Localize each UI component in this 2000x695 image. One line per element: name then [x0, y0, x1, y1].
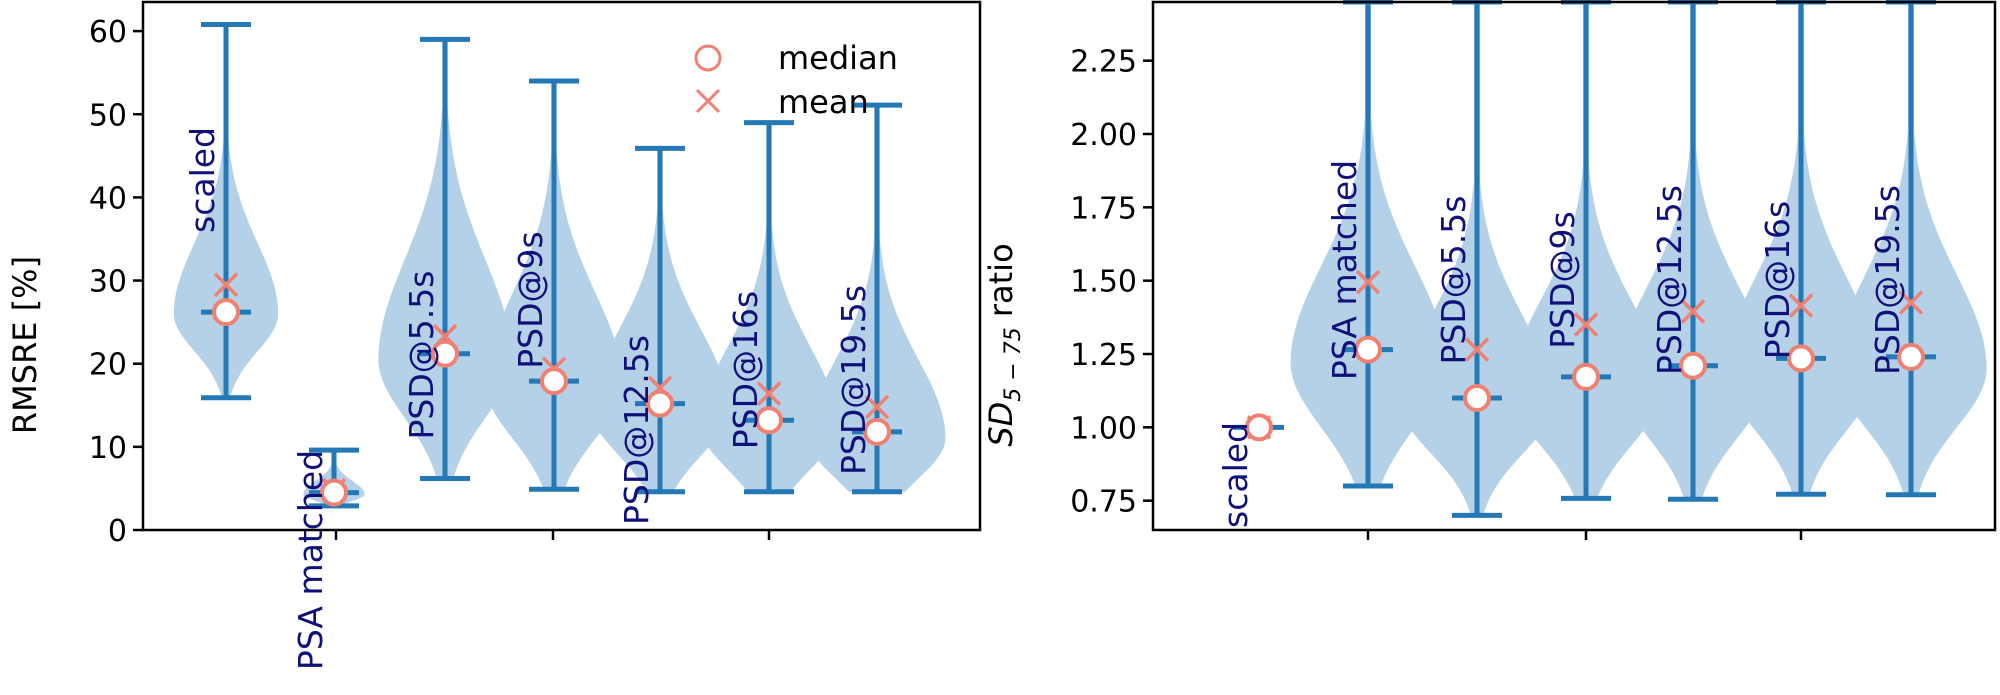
- category-label: PSD@5.5s: [1434, 196, 1473, 365]
- category-label: PSD@19.5s: [1868, 185, 1907, 375]
- category-label: PSD@12.5s: [617, 335, 656, 525]
- y-tick-label: 2.25: [1070, 45, 1137, 80]
- mean-marker: [1898, 290, 1924, 315]
- median-marker: [320, 478, 348, 507]
- legend: median mean: [694, 39, 898, 121]
- y-tick-label: 50: [89, 98, 127, 133]
- category-label: PSA matched: [291, 450, 330, 670]
- median-marker: [646, 389, 674, 418]
- median-marker: [1897, 342, 1925, 371]
- right-y-axis-label: SD5 − 75 ratio: [982, 243, 1026, 446]
- median-marker: [1354, 335, 1382, 364]
- y-tick-label: 40: [89, 181, 127, 216]
- median-marker: [755, 406, 783, 435]
- y-tick-label: 1.00: [1070, 411, 1137, 446]
- right-y-axis-label-sub: 5 − 75: [1001, 327, 1026, 401]
- legend-mean-label: mean: [778, 83, 869, 121]
- category-label: PSD@9s: [511, 231, 550, 368]
- mean-marker: [1680, 299, 1706, 324]
- median-marker: [212, 298, 240, 327]
- category-label: PSD@16s: [726, 291, 765, 449]
- right-y-axis-label-rest: ratio: [982, 243, 1020, 327]
- category-label: scaled: [1216, 422, 1255, 528]
- legend-median-marker: [694, 44, 722, 72]
- sd-ratio-panel: scaled PSA matched PSD@5.5s PSD@9s PSD@12.5s…: [1070, 0, 1997, 540]
- median-marker: [1572, 362, 1600, 391]
- y-tick-label: 60: [89, 15, 127, 50]
- left-y-axis-label: RMSRE [%]: [6, 256, 44, 434]
- mean-marker: [1464, 337, 1490, 362]
- median-marker: [540, 367, 568, 396]
- mean-marker: [213, 272, 239, 297]
- median-marker: [1679, 351, 1707, 380]
- mean-marker: [756, 381, 782, 406]
- y-tick-label: 0.75: [1070, 485, 1137, 520]
- y-tick-label: 20: [89, 348, 127, 383]
- median-marker: [863, 417, 891, 446]
- category-label: PSD@19.5s: [834, 285, 873, 475]
- y-tick-label: 1.50: [1070, 265, 1137, 300]
- mean-marker: [1788, 293, 1814, 318]
- legend-median-label: median: [778, 39, 898, 77]
- legend-mean-marker: [695, 88, 721, 114]
- y-tick-label: 1.25: [1070, 338, 1137, 373]
- mean-marker: [1573, 312, 1599, 337]
- rmsre-panel: scaled PSA matched PSD@5.5s PSD@9s PSD@12.5s…: [89, 0, 982, 670]
- median-marker: [1787, 344, 1815, 373]
- category-label: PSD@16s: [1758, 201, 1797, 359]
- category-label: PSD@9s: [1543, 211, 1582, 348]
- median-marker: [1463, 384, 1491, 412]
- y-tick-label: 2.00: [1070, 118, 1137, 153]
- y-tick-label: 1.75: [1070, 191, 1137, 226]
- median-marker: [1245, 413, 1273, 442]
- y-tick-label: 0: [108, 514, 127, 549]
- y-tick-label: 10: [89, 431, 127, 466]
- mean-marker: [1355, 269, 1381, 295]
- category-label: PSD@5.5s: [402, 271, 441, 440]
- category-label: scaled: [183, 127, 222, 233]
- right-y-axis-label-main: SD: [982, 402, 1020, 447]
- mean-marker: [864, 394, 890, 420]
- category-label: PSA matched: [1325, 160, 1364, 380]
- category-label: PSD@12.5s: [1650, 185, 1689, 375]
- median-marker: [431, 339, 459, 368]
- axes-frame: [1151, 0, 1997, 532]
- axes-frame: [141, 0, 982, 532]
- y-tick-label: 30: [89, 265, 127, 300]
